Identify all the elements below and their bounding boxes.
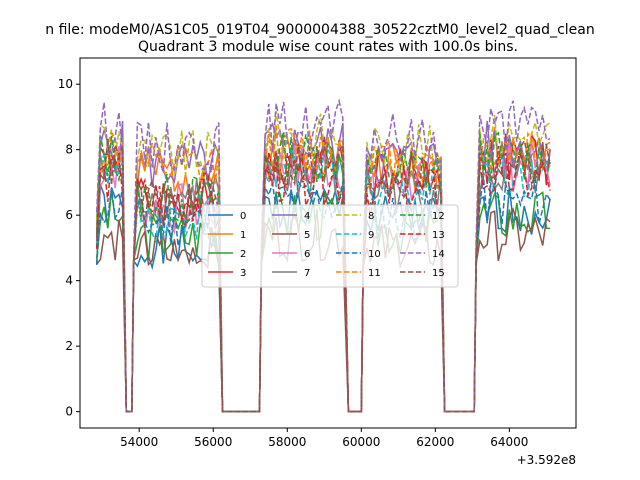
legend-label-2: 2: [240, 249, 246, 260]
x-tick-label: 62000: [416, 435, 454, 449]
y-tick-label: 10: [58, 77, 73, 91]
plot-frame: [79, 57, 577, 429]
legend-label-12: 12: [432, 211, 445, 222]
legend-label-4: 4: [304, 211, 310, 222]
x-tick-label: 56000: [194, 435, 232, 449]
legend-label-10: 10: [368, 249, 381, 260]
x-tick-label: 64000: [490, 435, 528, 449]
series-line-9: [95, 146, 551, 413]
x-tick-label: 60000: [342, 435, 380, 449]
x-tick-label: 58000: [268, 435, 306, 449]
series-line-14: [95, 98, 551, 413]
legend-label-7: 7: [304, 268, 310, 279]
chart-title: Quadrant 3 module wise count rates with …: [138, 39, 518, 55]
legend-label-11: 11: [368, 268, 381, 279]
legend-label-0: 0: [240, 211, 246, 222]
series-line-6: [95, 140, 551, 413]
y-tick-label: 0: [65, 405, 73, 419]
legend-label-13: 13: [432, 230, 445, 241]
legend-label-9: 9: [368, 230, 374, 241]
legend-label-1: 1: [240, 230, 246, 241]
legend-label-8: 8: [368, 211, 374, 222]
y-tick-label: 4: [65, 274, 73, 288]
legend-label-14: 14: [432, 249, 445, 260]
legend-label-3: 3: [240, 268, 246, 279]
x-offset-label: +3.592e8: [517, 453, 576, 467]
y-tick-label: 8: [65, 143, 73, 157]
legend-box: [201, 204, 459, 288]
x-tick-label: 54000: [120, 435, 158, 449]
series-line-15: [95, 138, 551, 413]
legend-label-6: 6: [304, 249, 310, 260]
chart-suptitle: n file: modeM0/AS1C05_019T04_9000004388_…: [45, 22, 594, 38]
legend-label-15: 15: [432, 268, 445, 279]
y-tick-label: 2: [65, 339, 73, 353]
y-axis: 0 2 4 6 8 10: [58, 77, 80, 419]
legend-label-5: 5: [304, 230, 310, 241]
x-axis: 54000 56000 58000 60000 62000 64000: [120, 428, 528, 449]
y-tick-label: 6: [65, 208, 73, 222]
series-line-11: [95, 125, 551, 413]
